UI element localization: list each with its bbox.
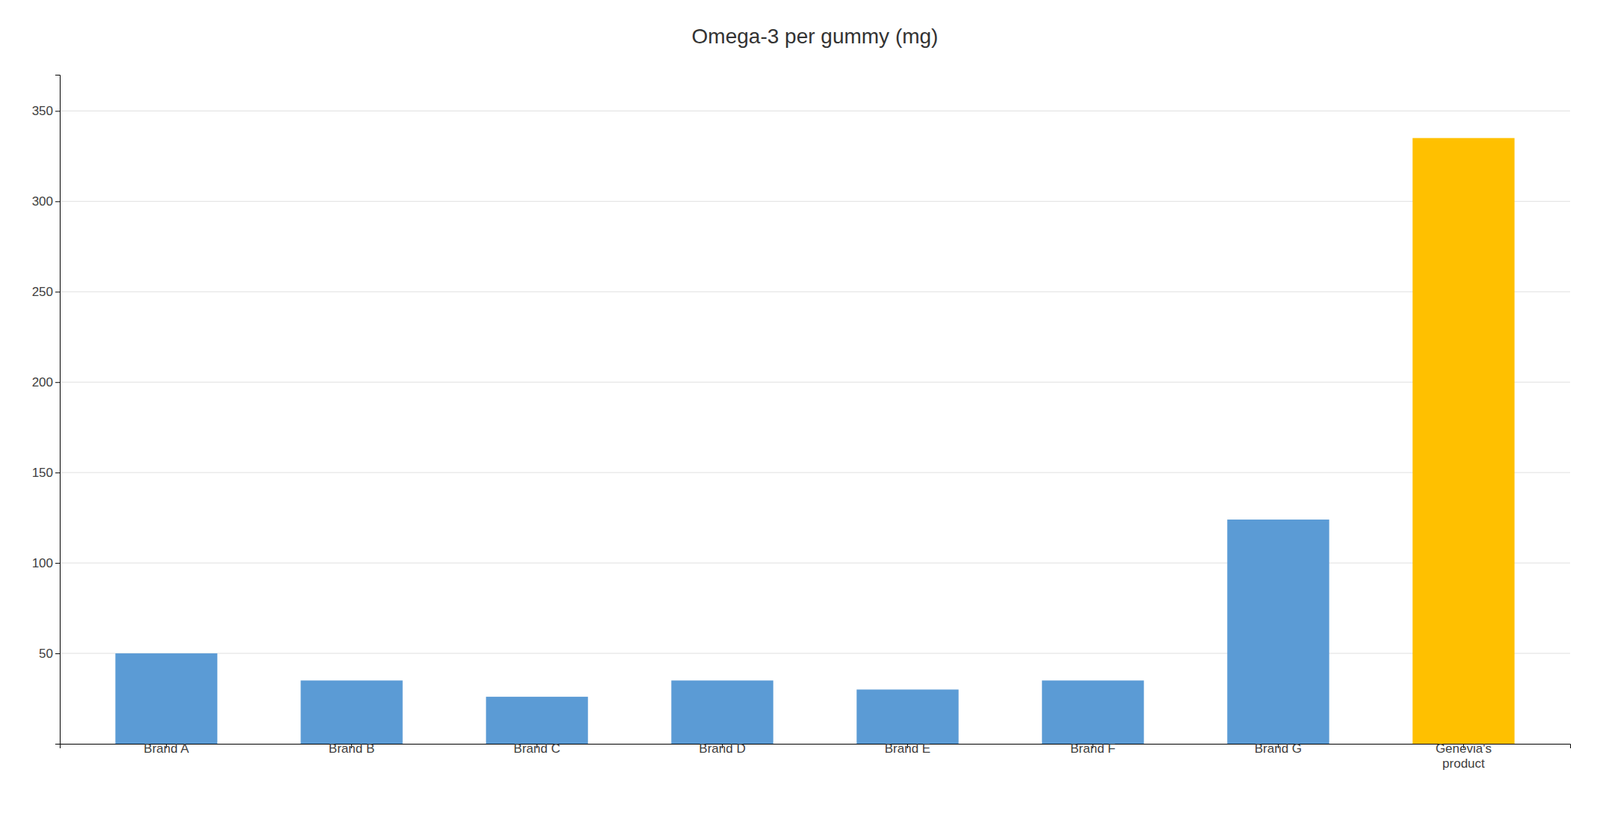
bar xyxy=(300,680,403,744)
grid-line xyxy=(59,653,1571,654)
y-tick: 300 xyxy=(32,194,60,209)
x-tick: Brand C xyxy=(513,741,560,756)
y-tick-label: 50 xyxy=(38,646,54,661)
grid-line xyxy=(59,110,1571,112)
x-tick: Brand G xyxy=(1254,741,1302,756)
y-tick-label: 350 xyxy=(32,103,54,119)
x-tick: Brand A xyxy=(143,741,190,756)
x-tick-label: Brand E xyxy=(884,741,931,756)
bar xyxy=(1227,519,1329,744)
grid-line xyxy=(59,562,1571,564)
y-tick: 250 xyxy=(32,284,60,299)
y-tick-mark xyxy=(55,201,60,202)
x-tick: Genevia'sproduct xyxy=(1435,741,1492,771)
x-axis-line xyxy=(60,744,1571,749)
x-tick: Brand F xyxy=(1070,741,1115,756)
y-tick: 100 xyxy=(32,556,60,571)
x-tick-label: Brand B xyxy=(328,741,375,756)
bar xyxy=(485,696,588,744)
y-tick-label: 150 xyxy=(32,465,54,480)
y-tick-mark xyxy=(55,381,60,383)
x-tick-label: Genevia'sproduct xyxy=(1435,741,1492,771)
y-tick-mark xyxy=(55,653,60,654)
x-tick-label: Brand C xyxy=(513,741,560,756)
x-tick: Brand B xyxy=(328,741,375,756)
y-tick-mark xyxy=(55,562,60,564)
y-tick: 200 xyxy=(32,375,60,390)
y-tick: 150 xyxy=(32,465,60,480)
grid-line xyxy=(59,472,1571,474)
title: Omega-3 per gummy (mg) xyxy=(692,24,939,48)
x-tick-label: Brand F xyxy=(1070,741,1115,756)
bar xyxy=(1041,680,1144,744)
y-axis-line xyxy=(55,75,61,745)
grid-line xyxy=(59,291,1571,293)
x-tick: Brand D xyxy=(698,741,746,756)
grid-line xyxy=(59,381,1571,383)
bars xyxy=(115,138,1515,744)
bar xyxy=(671,680,773,744)
plot: 50100150200250300350Brand ABrand BBrand … xyxy=(32,75,1571,772)
grid xyxy=(59,110,1571,654)
y-tick-label: 300 xyxy=(32,194,54,209)
y-tick: 50 xyxy=(38,646,60,661)
y-tick-mark xyxy=(55,291,60,293)
y-tick: 350 xyxy=(32,103,60,119)
grid-line xyxy=(59,201,1571,202)
x-tick: Brand E xyxy=(884,741,931,756)
x-tick-label: Brand D xyxy=(698,741,746,756)
x-tick-label: Brand A xyxy=(143,741,190,756)
chart: 50100150200250300350Brand ABrand BBrand … xyxy=(0,0,1600,826)
x-axis: Brand A Brand B Brand C Brand D Brand E Brand… xyxy=(60,741,1571,771)
y-tick-label: 250 xyxy=(32,284,54,299)
y-tick-mark xyxy=(55,472,60,474)
bar xyxy=(856,689,959,744)
x-tick-label: Brand G xyxy=(1254,741,1302,756)
y-tick-label: 100 xyxy=(32,556,54,571)
y-tick-label: 200 xyxy=(32,375,54,390)
bar xyxy=(115,653,217,744)
bar xyxy=(1412,138,1515,744)
y-tick-mark xyxy=(55,110,60,112)
y-axis: 50 100 150 200 250 300 350 xyxy=(32,75,61,745)
